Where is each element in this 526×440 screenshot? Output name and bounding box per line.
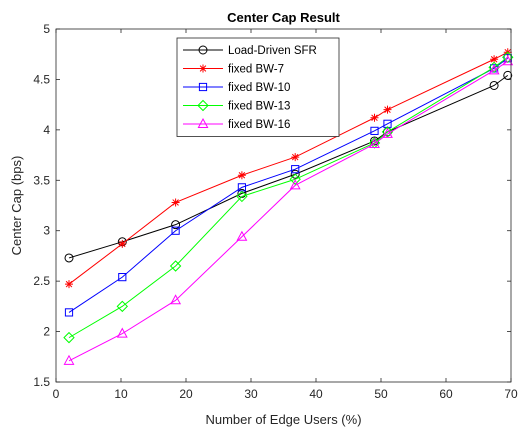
legend-label: fixed BW-13 [228, 101, 290, 113]
data-point [370, 126, 379, 135]
x-tick-label: 50 [374, 387, 388, 401]
data-point [382, 127, 393, 138]
legend-label: Load-Driven SFR [228, 45, 317, 57]
x-tick-label: 60 [439, 387, 453, 401]
data-point [116, 300, 129, 313]
x-tick-label: 30 [244, 387, 258, 401]
y-tick-label: 2 [43, 325, 50, 339]
legend: Load-Driven SFR fixed BW-7 fixed BW-10 fixe… [176, 37, 340, 137]
data-point [63, 331, 75, 344]
legend-item: Load-Driven SFR [183, 45, 317, 57]
legend-marker [198, 45, 208, 55]
y-axis-label: Center Cap (bps) [9, 156, 24, 256]
series-triangle [63, 55, 514, 365]
y-tick-label: 4 [43, 123, 50, 137]
data-point [290, 169, 300, 179]
x-tick-label: 70 [504, 387, 518, 401]
x-tick-label: 20 [179, 387, 193, 401]
axis-ticks: 0 10 20 30 40 50 60 70 1.5 2 2.5 3 3.5 4 4.5 5 [33, 22, 518, 401]
data-point [488, 61, 500, 74]
legend-marker [198, 82, 208, 92]
x-tick-label: 0 [53, 387, 60, 401]
series-line [68, 60, 509, 362]
data-point [369, 137, 380, 148]
data-point [503, 70, 513, 80]
legend-marker [199, 64, 207, 73]
legend-item: fixed BW-13 [183, 99, 290, 113]
data-point [236, 230, 248, 241]
data-point [171, 226, 180, 235]
data-point [291, 153, 300, 162]
data-point [289, 173, 301, 185]
data-point [171, 220, 181, 230]
data-point [170, 294, 182, 305]
data-point [502, 55, 514, 66]
y-tick-label: 2.5 [33, 274, 50, 288]
legend-marker [197, 99, 209, 112]
data-point [63, 354, 75, 365]
data-point [169, 260, 182, 272]
x-tick-label: 40 [309, 387, 323, 401]
y-tick-label: 4.5 [33, 72, 50, 86]
data-point [370, 113, 379, 122]
data-point [488, 64, 500, 75]
legend-marker [197, 117, 209, 128]
data-point [381, 126, 394, 138]
data-point [490, 55, 499, 64]
y-tick-label: 3 [43, 224, 50, 238]
data-point [64, 308, 74, 317]
data-point [383, 105, 392, 114]
data-point [118, 239, 127, 248]
y-tick-label: 1.5 [33, 375, 50, 389]
data-point [237, 188, 247, 198]
legend-label: fixed BW-10 [228, 82, 290, 94]
data-point [289, 179, 301, 190]
series-layer [63, 48, 514, 365]
data-point [489, 80, 499, 90]
series-line [68, 56, 509, 339]
series-line [68, 57, 509, 313]
legend-label: fixed BW-16 [228, 119, 290, 131]
legend-label: fixed BW-7 [228, 64, 284, 76]
data-point [65, 280, 73, 289]
x-axis-label: Number of Edge Users (%) [205, 412, 361, 427]
data-point [118, 273, 127, 282]
x-tick-label: 10 [114, 387, 128, 401]
data-point [116, 327, 128, 338]
data-point [236, 190, 248, 203]
data-point [237, 171, 246, 180]
legend-item: fixed BW-16 [183, 117, 290, 131]
plot-frame [55, 28, 512, 383]
chart-title: Center Cap Result [227, 10, 340, 25]
data-point [291, 165, 300, 174]
data-point [171, 198, 180, 207]
data-point [64, 253, 74, 263]
legend-item: fixed BW-7 [183, 64, 284, 76]
y-tick-label: 3.5 [33, 173, 50, 187]
legend-item: fixed BW-10 [183, 82, 290, 94]
y-tick-label: 5 [43, 22, 50, 36]
